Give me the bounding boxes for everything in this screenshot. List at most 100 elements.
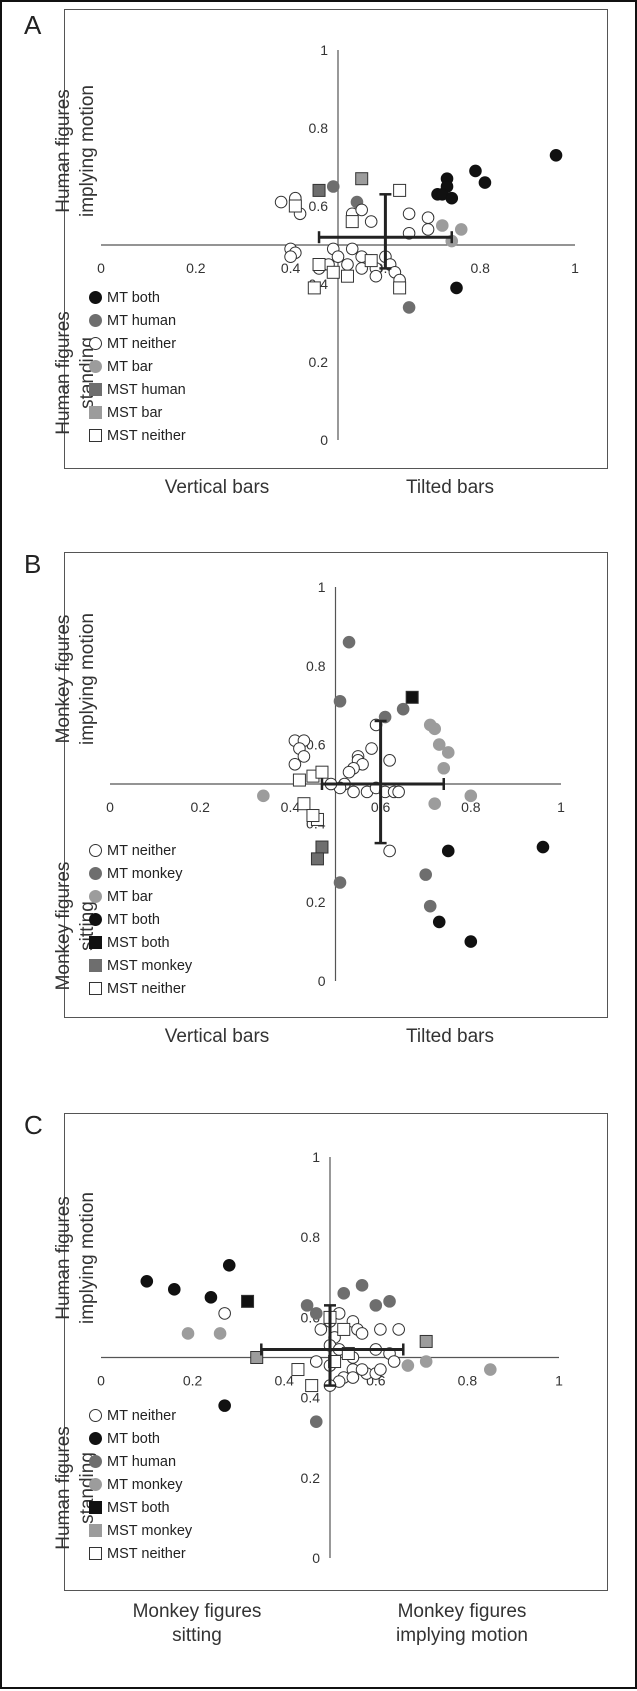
mt-bar-point [435,219,449,232]
mt-both-point [167,1283,181,1296]
mt-both-point [445,191,459,205]
legend-item: MT neither [89,332,186,355]
legend-label: MST neither [107,1545,186,1562]
x-tick-label: 0 [106,799,114,815]
y-tick-label: 0.6 [306,737,326,753]
y-label-top-a: Human figures implying motion [53,85,98,217]
y-tick-label: 0 [320,432,328,448]
panel-c: C 0 0.2 0.4 0.6 0.8 1 0 0.2 0.4 0.6 0.8 1 Human fig… [2,1110,637,1691]
mst-neither-point [306,809,320,823]
legend-b: MT neither MT monkey MT bar MT both MST both… [89,839,192,1000]
legend-item: MT bar [89,885,192,908]
mst-bar-point [355,172,369,186]
mst-neither-point [393,183,407,197]
mt-bar-point [257,789,270,803]
x-tick-label: 1 [555,1373,563,1389]
legend-item: MST neither [89,424,186,447]
mt-neither-point [341,258,354,271]
y-tick-label: 1 [318,579,326,595]
legend-marker [89,959,102,972]
mt-both-point [469,164,482,178]
legend-label: MST both [107,1499,170,1516]
mst-neither-point [326,265,340,279]
mt-both-point [140,1275,154,1288]
mst-human-point [312,183,326,197]
mt-human-point [383,1295,396,1308]
legend-a: MT both MT human MT neither MT bar MST human… [89,286,186,447]
mt-neither-point [365,742,378,755]
mt-neither-point [355,262,369,275]
mst-monkey-point [419,1334,433,1348]
mt-human-point [402,301,416,314]
mst-both-point [241,1294,255,1308]
mt-monkey-point [419,1355,433,1368]
legend-label: MST human [107,381,186,398]
legend-label: MT both [107,289,160,306]
legend-item: MT neither [89,839,192,862]
legend-item: MT both [89,908,192,931]
legend-item: MT human [89,1450,192,1473]
legend-marker [89,291,102,304]
mt-monkey-point [342,635,356,649]
legend-label: MT human [107,1453,177,1470]
x-label-right-c: Monkey figures implying motion [396,1601,528,1646]
legend-item: MST monkey [89,954,192,977]
y-tick-label: 0 [318,973,326,989]
mt-monkey-point [181,1327,195,1340]
panel-label-a: A [24,10,42,40]
legend-item: MT bar [89,355,186,378]
mt-bar-point [454,223,468,236]
legend-label: MT neither [107,1407,177,1424]
legend-marker [89,429,102,442]
mt-both-point [464,935,478,948]
y-tick-label: 1 [320,42,328,58]
mt-human-point [309,1307,323,1320]
mt-human-point [355,1279,369,1292]
mst-both-point [405,690,419,704]
mt-both-point [441,844,455,858]
mt-monkey-point [396,702,410,716]
mt-neither-point [288,758,302,771]
legend-item: MST human [89,378,186,401]
legend-marker [89,1501,102,1514]
legend-marker [89,890,102,903]
x-tick-label: 1 [571,260,579,276]
mt-neither-point [392,785,405,799]
y-tick-label: 0.8 [309,120,329,136]
mt-bar-point [432,738,446,751]
mt-both-point [218,1399,231,1412]
mst-neither-point [345,215,359,229]
mt-monkey-point [333,876,347,889]
mt-neither-point [309,1355,323,1368]
mst-neither-point [364,254,378,268]
mt-monkey-point [419,868,433,881]
mt-neither-point [369,269,383,283]
mt-neither-point [383,844,396,858]
mt-human-point [300,1299,314,1312]
legend-marker [89,913,102,926]
mt-both-point [432,915,446,929]
x-tick-label: 0.8 [461,799,481,815]
mt-both-point [222,1258,236,1272]
mt-neither-point [314,1323,328,1336]
mt-human-point [337,1287,351,1300]
mst-neither-point [312,258,326,271]
y-tick-label: 0.8 [301,1229,321,1245]
mst-neither-point [292,773,306,787]
legend-label: MST neither [107,980,186,997]
mt-bar-point [428,722,442,736]
legend-item: MT monkey [89,862,192,885]
mst-monkey-point [315,840,329,854]
legend-item: MST monkey [89,1519,192,1542]
mst-monkey-point [310,852,324,866]
legend-label: MT bar [107,888,153,905]
x-tick-label: 0.4 [274,1373,294,1389]
legend-marker [89,1524,102,1537]
legend-label: MT bar [107,358,153,375]
x-label-left-a: Vertical bars [164,477,270,498]
legend-marker [89,1547,102,1560]
x-tick-label: 0.8 [458,1373,478,1389]
legend-label: MST neither [107,427,186,444]
y-tick-label: 0.6 [309,198,329,214]
